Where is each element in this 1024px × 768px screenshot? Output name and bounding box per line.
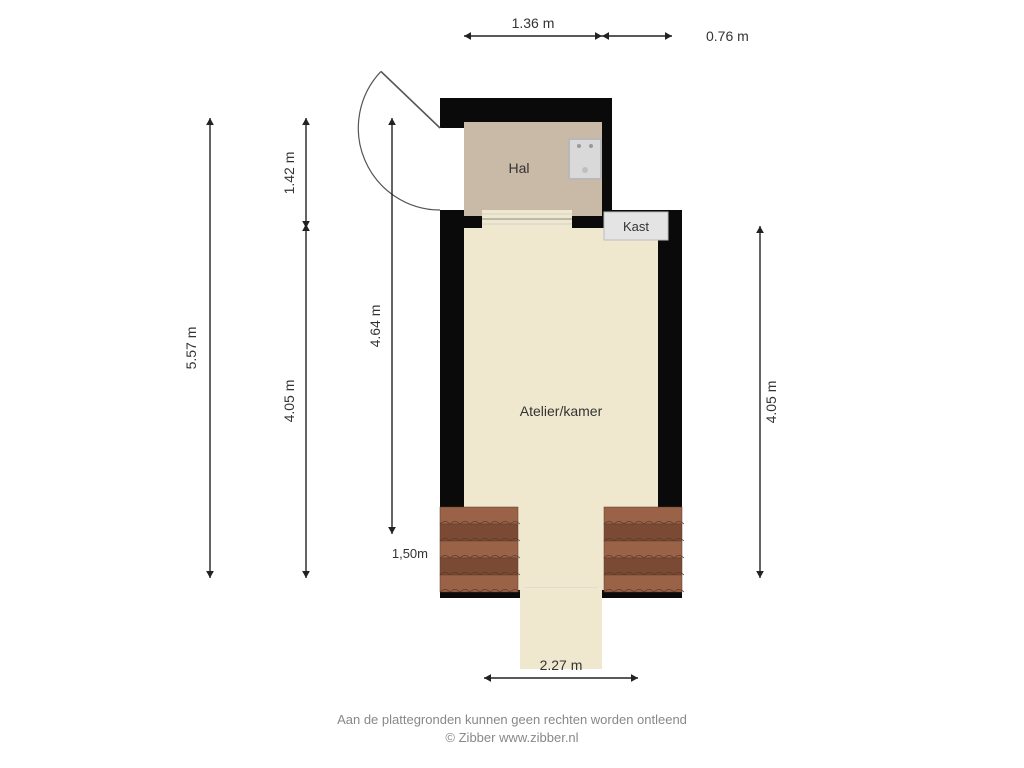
dim-mid: 4.64 m [367, 305, 383, 348]
dim-right: 4.05 m [763, 381, 779, 424]
dim-top-right: 0.76 m [706, 28, 749, 44]
roof-eave [440, 507, 520, 592]
roof-eave [604, 507, 684, 592]
footer-1: Aan de plattegronden kunnen geen rechten… [337, 712, 687, 727]
kast-label: Kast [623, 219, 649, 234]
dim-left-top: 1.42 m [281, 152, 297, 195]
hal-label: Hal [508, 160, 529, 176]
floorplan-canvas: Hal Kast Atelier/kamer 1,50m 1.36 m 0.76 m 5.5… [0, 0, 1024, 768]
footer-2: © Zibber www.zibber.nl [445, 730, 578, 745]
height-note: 1,50m [392, 546, 428, 561]
dim-left-outer: 5.57 m [183, 327, 199, 370]
dim-bottom: 2.27 m [540, 657, 583, 673]
dim-left-bottom: 4.05 m [281, 380, 297, 423]
atelier-label: Atelier/kamer [520, 403, 603, 419]
dim-top-left: 1.36 m [512, 15, 555, 31]
